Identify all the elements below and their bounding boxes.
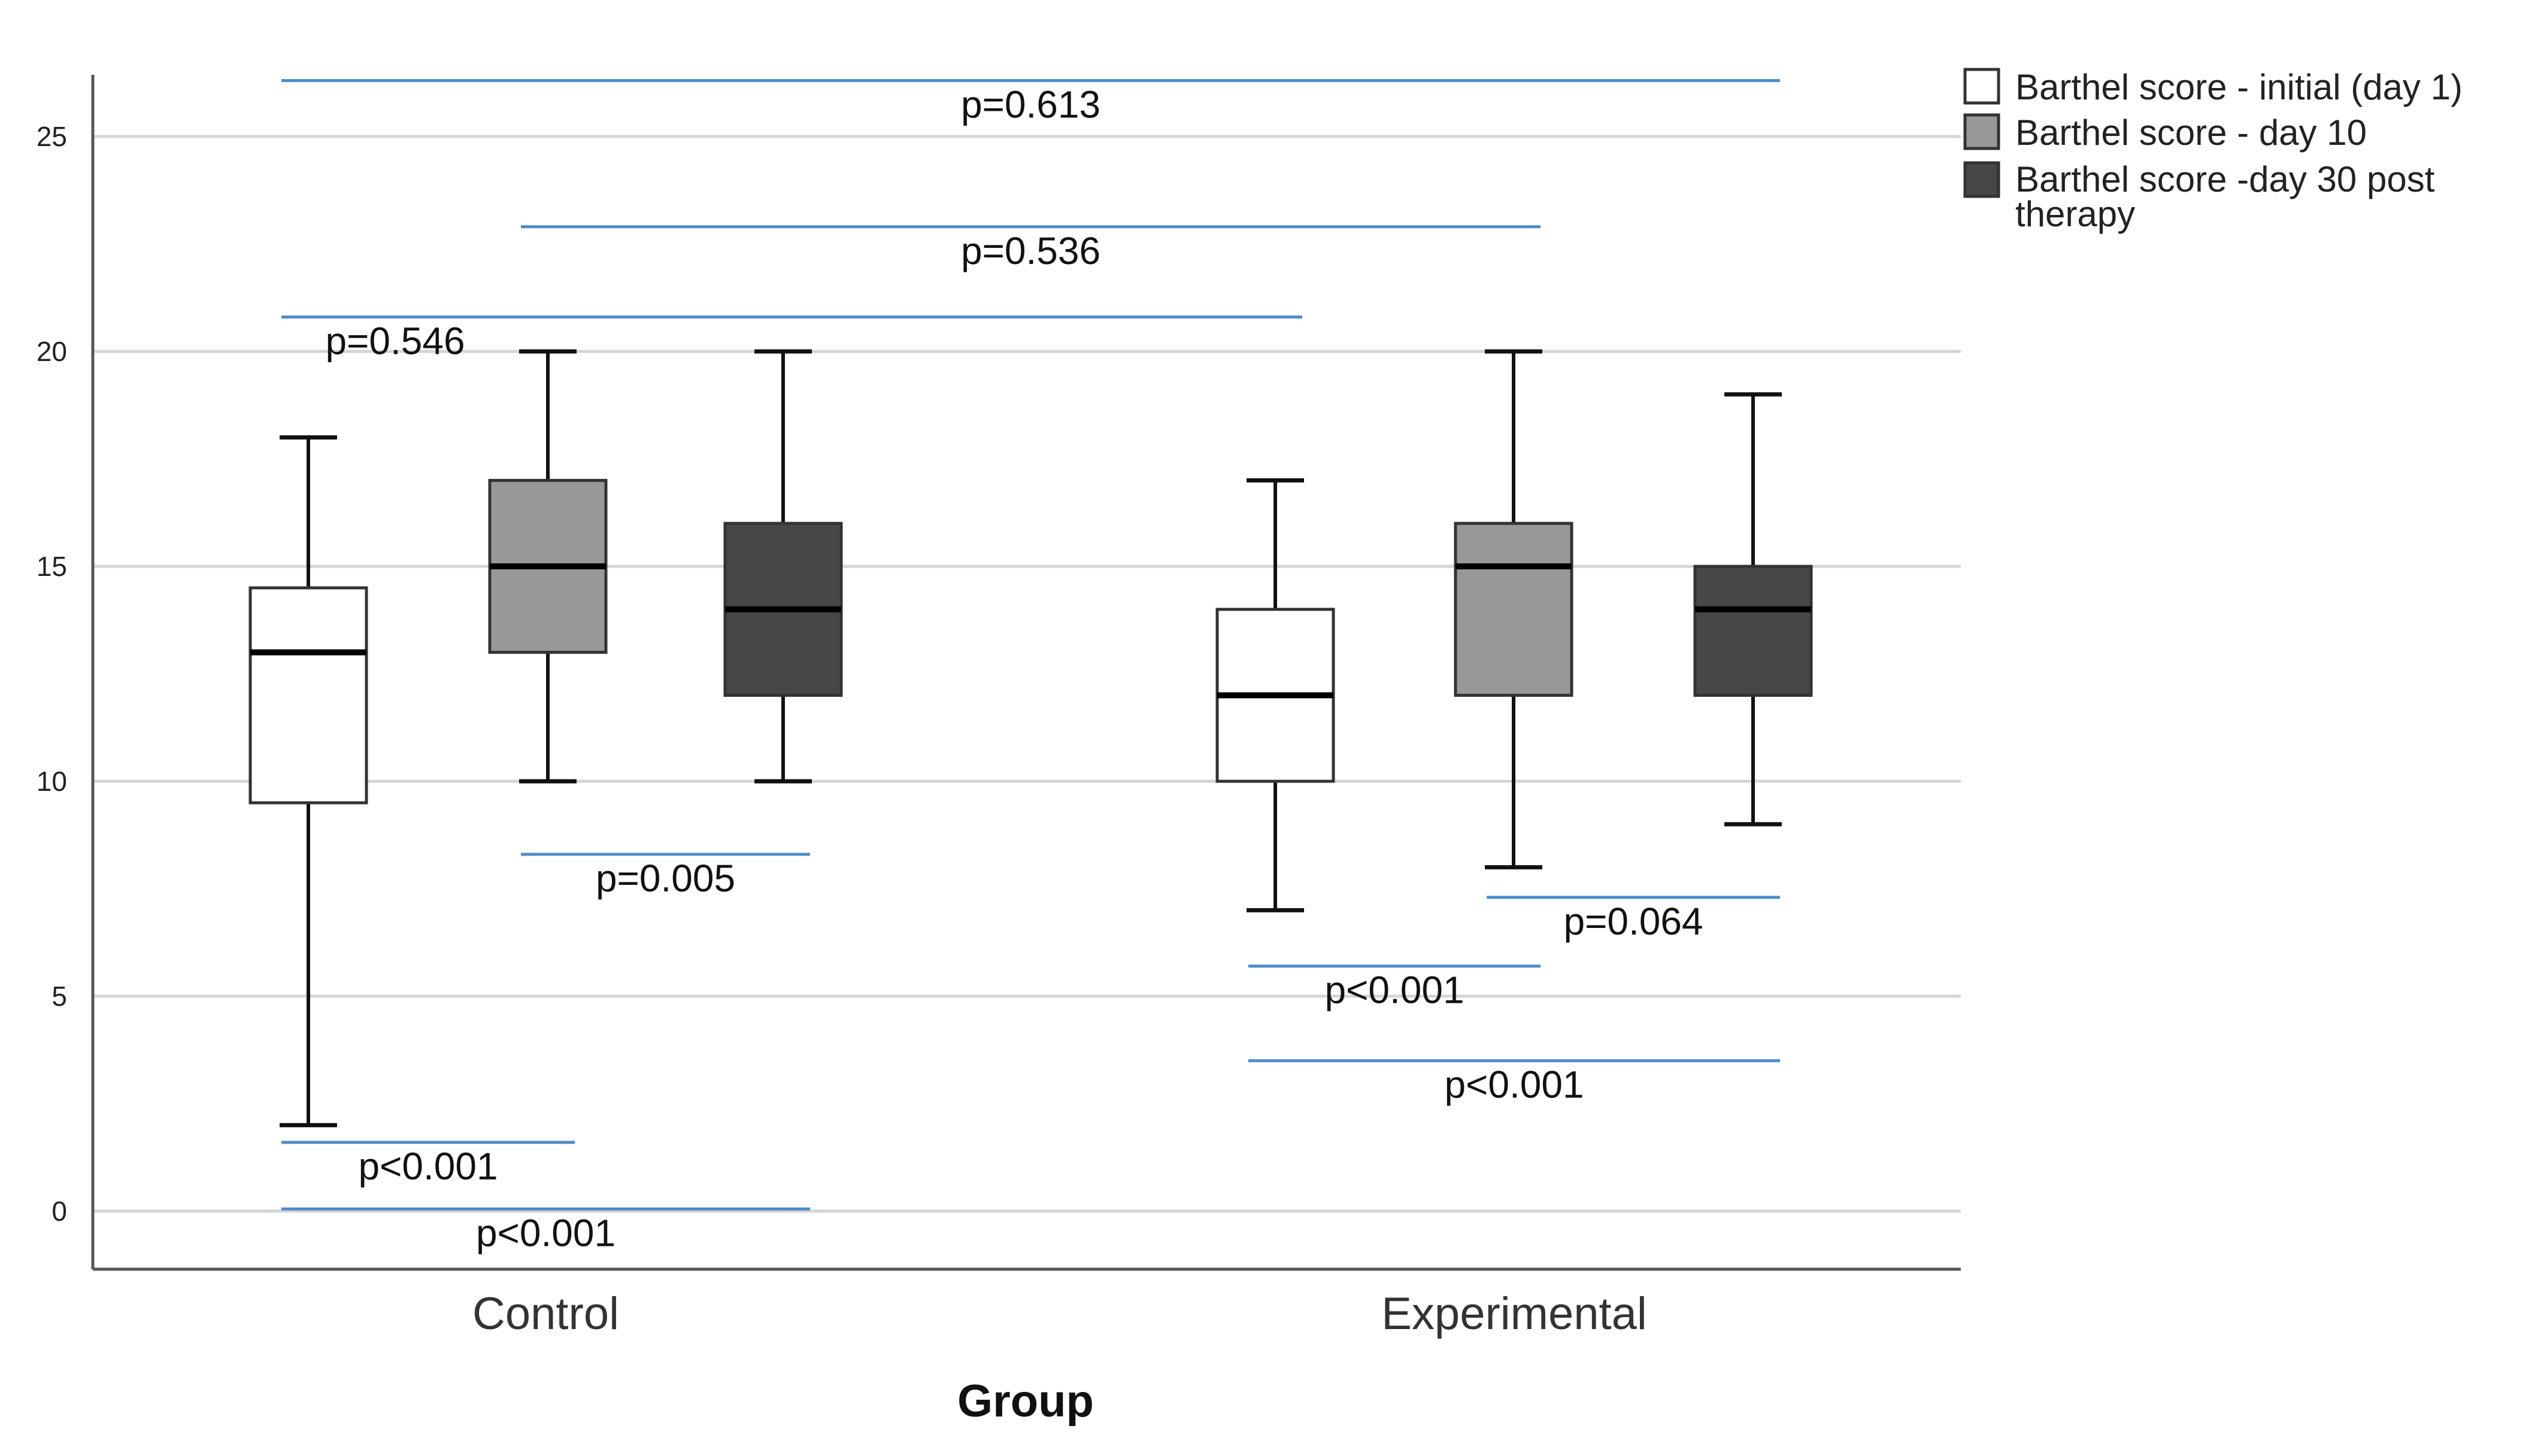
box-iqr <box>248 586 368 805</box>
p-value-annotation-7: p<0.001 <box>1248 1059 1780 1106</box>
p-value-annotation-2: p=0.536 <box>521 225 1541 272</box>
p-value-label: p<0.001 <box>1324 969 1464 1012</box>
y-tick-label-15: 15 <box>37 551 67 582</box>
significance-annotations: p=0.613 p=0.536 p=0.546 p=0.005 p=0.064 p<0.0… <box>281 79 1780 1254</box>
legend-item-2: Barthel score - day 10 <box>1963 113 2367 153</box>
p-value-label: p<0.001 <box>1444 1063 1584 1106</box>
legend-label-cont: therapy <box>2015 194 2135 234</box>
p-value-annotation-4: p=0.005 <box>521 853 810 900</box>
y-tick-label-25: 25 <box>37 121 67 152</box>
legend-label: Barthel score -day 30 post <box>2015 159 2435 199</box>
p-value-annotation-1: p=0.613 <box>281 79 1780 126</box>
box-iqr <box>1693 565 1813 697</box>
x-category-label-control: Control <box>472 1288 619 1339</box>
boxes <box>248 349 1813 1127</box>
p-value-label: p<0.001 <box>358 1145 498 1188</box>
p-value-label: p=0.613 <box>961 83 1100 126</box>
y-tick-label-10: 10 <box>37 766 67 797</box>
p-value-annotation-5: p=0.064 <box>1487 896 1780 943</box>
y-tick-label-0: 0 <box>51 1196 67 1227</box>
p-value-label: p=0.546 <box>325 320 465 363</box>
box-control-series-1 <box>248 435 368 1127</box>
box-experimental-series-2 <box>1454 349 1573 870</box>
box-experimental-series-1 <box>1215 478 1335 912</box>
x-axis-title: Group <box>957 1376 1094 1427</box>
box-experimental-series-3 <box>1693 392 1813 827</box>
box-control-series-2 <box>488 349 608 784</box>
legend-swatch <box>1963 113 2000 150</box>
box-control-series-3 <box>723 349 843 784</box>
p-value-annotation-8: p<0.001 <box>281 1140 575 1188</box>
legend-label: Barthel score - initial (day 1) <box>2015 67 2463 107</box>
y-tick-label-5: 5 <box>51 981 67 1012</box>
p-value-label: p=0.005 <box>596 857 735 900</box>
p-value-annotation-3: p=0.546 <box>281 316 1302 363</box>
legend: Barthel score - initial (day 1) Barthel s… <box>1963 67 2463 234</box>
legend-item-1: Barthel score - initial (day 1) <box>1963 67 2463 107</box>
gridlines <box>93 135 1961 1213</box>
legend-swatch <box>1963 68 2000 105</box>
p-value-label: p=0.064 <box>1563 900 1703 943</box>
p-value-label: p=0.536 <box>961 229 1100 272</box>
legend-swatch <box>1963 161 2000 198</box>
p-value-annotation-6: p<0.001 <box>1248 964 1541 1012</box>
x-category-label-experimental: Experimental <box>1381 1288 1647 1339</box>
box-iqr <box>1454 521 1573 697</box>
y-tick-label-20: 20 <box>37 336 67 367</box>
axes: 0 5 10 15 20 25 Control Experimental <box>37 75 1961 1339</box>
p-value-label: p<0.001 <box>476 1211 615 1254</box>
p-value-annotation-9: p<0.001 <box>281 1207 810 1254</box>
legend-label: Barthel score - day 10 <box>2015 113 2367 153</box>
